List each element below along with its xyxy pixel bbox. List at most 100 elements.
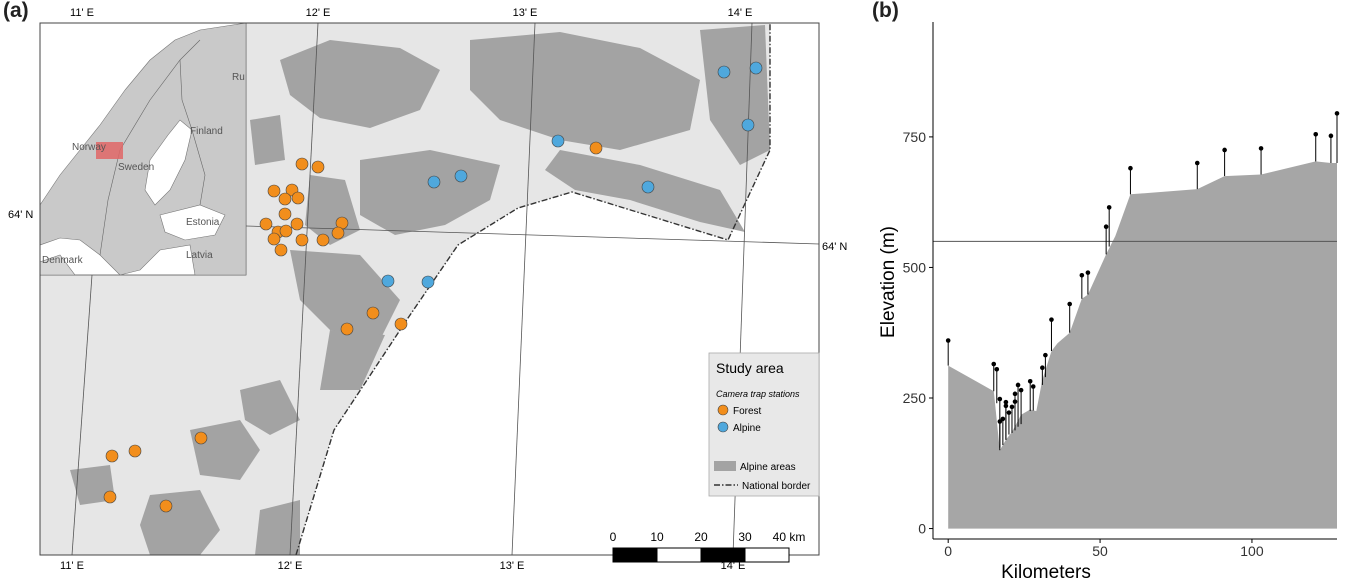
station-point-16 <box>1040 365 1045 371</box>
alpine-areas <box>70 25 770 555</box>
y-tick-label-0: 0 <box>918 521 926 537</box>
station-point-10 <box>1012 391 1018 397</box>
forest-station-5 <box>291 191 305 205</box>
alpine-station-3 <box>641 180 655 194</box>
station-point-8 <box>1006 410 1012 415</box>
inset-label-estonia: Estonia <box>186 217 220 228</box>
forest-station-18 <box>340 322 354 336</box>
x-tick-label-1: 50 <box>1092 543 1108 559</box>
station-point-22 <box>1103 224 1109 230</box>
map-frame <box>39 22 820 556</box>
inset-label-norway: Norway <box>72 142 106 153</box>
forest-station-1 <box>311 160 325 174</box>
legend-forest-label: Forest <box>733 406 762 417</box>
forest-station-25 <box>159 499 173 513</box>
forest-station-22 <box>128 444 142 458</box>
station-point-30 <box>1334 111 1340 116</box>
forest-station-8 <box>290 217 304 231</box>
forest-station-11 <box>267 232 281 246</box>
legend-forest-symbol <box>717 404 729 416</box>
lon-label-top-12: 12' E <box>306 7 331 19</box>
forest-station-0 <box>295 157 309 171</box>
forest-station-21 <box>105 449 119 463</box>
alpine-station-1 <box>454 169 468 183</box>
forest-station-17 <box>366 306 380 320</box>
forest-station-12 <box>295 233 309 247</box>
forest-station-19 <box>394 317 408 331</box>
panel-label-a: (a) <box>3 0 29 22</box>
lon-label-top-11: 11' E <box>70 7 94 19</box>
lat-label-right: 64' N <box>822 241 847 253</box>
x-tick-label-2: 100 <box>1240 543 1264 559</box>
forest-station-20 <box>589 141 603 155</box>
y-tick-label-1: 250 <box>903 390 927 406</box>
station-point-4 <box>997 419 1003 424</box>
station-point-2 <box>994 366 1000 372</box>
scale-tick-30: 30 <box>738 530 752 544</box>
station-point-6 <box>1003 399 1009 405</box>
station-point-9 <box>1009 404 1015 410</box>
station-point-21 <box>1085 270 1091 275</box>
scale-tick-10: 10 <box>650 530 664 544</box>
scale-bar: 0 10 20 30 40 km <box>610 530 806 563</box>
lat-label-left: 64' N <box>8 209 33 221</box>
forest-station-6 <box>278 207 292 221</box>
station-point-0 <box>945 338 951 343</box>
station-point-20 <box>1079 272 1085 278</box>
station-point-15 <box>1030 384 1036 389</box>
inset-study-area-highlight <box>96 142 123 159</box>
station-point-27 <box>1258 146 1264 151</box>
station-point-13 <box>1018 387 1024 393</box>
alpine-station-2 <box>551 134 565 148</box>
forest-station-7 <box>259 217 273 231</box>
lon-label-bottom-11: 11' E <box>60 560 84 572</box>
panel-label-b: (b) <box>872 0 899 22</box>
station-point-23 <box>1106 205 1112 210</box>
forest-station-16 <box>331 226 345 240</box>
legend-alpine-label: Alpine <box>733 423 761 434</box>
station-point-25 <box>1194 160 1200 166</box>
legend-alpine-areas-label: Alpine areas <box>740 462 796 473</box>
forest-station-10 <box>279 224 293 238</box>
legend-alpine-areas-swatch <box>714 461 736 471</box>
inset-label-sweden: Sweden <box>118 162 154 173</box>
station-point-24 <box>1128 165 1133 171</box>
lon-label-bottom-13: 13' E <box>500 560 525 572</box>
inset-label-finland: Finland <box>190 126 223 137</box>
camera-trap-stations <box>103 61 763 513</box>
inset-map: Norway Sweden Finland Ru Estonia Latvia … <box>39 22 247 276</box>
scale-tick-20: 20 <box>694 530 708 544</box>
scale-tick-40: 40 km <box>773 530 806 544</box>
lon-label-top-14: 14' E <box>728 7 753 19</box>
legend-border-label: National border <box>742 481 811 492</box>
lon-label-top-13: 13' E <box>513 7 538 19</box>
legend-subtitle: Camera trap stations <box>716 389 800 399</box>
station-point-29 <box>1328 133 1334 139</box>
legend-title: Study area <box>716 360 784 376</box>
x-tick-label-0: 0 <box>944 543 952 559</box>
forest-station-13 <box>274 243 288 257</box>
alpine-station-5 <box>749 61 763 75</box>
station-point-19 <box>1067 301 1072 307</box>
lon-label-bottom-14: 14' E <box>721 560 746 572</box>
elevation-area <box>948 161 1337 529</box>
station-point-5 <box>1000 416 1006 422</box>
y-tick-label-3: 750 <box>903 129 927 145</box>
station-point-1 <box>991 361 997 367</box>
inset-label-denmark: Denmark <box>42 255 84 266</box>
station-point-17 <box>1043 352 1048 358</box>
alpine-station-6 <box>741 118 755 132</box>
forest-station-4 <box>278 192 292 206</box>
y-tick-label-2: 500 <box>903 259 927 275</box>
forest-station-2 <box>267 184 281 198</box>
national-border <box>295 23 771 555</box>
station-point-28 <box>1313 131 1319 137</box>
legend-alpine-symbol <box>717 421 729 433</box>
inset-label-latvia: Latvia <box>186 250 213 261</box>
lon-label-bottom-12: 12' E <box>278 560 303 572</box>
scale-tick-0: 0 <box>610 530 617 544</box>
station-point-11 <box>1012 399 1018 404</box>
x-axis-title: Kilometers <box>1001 562 1091 579</box>
